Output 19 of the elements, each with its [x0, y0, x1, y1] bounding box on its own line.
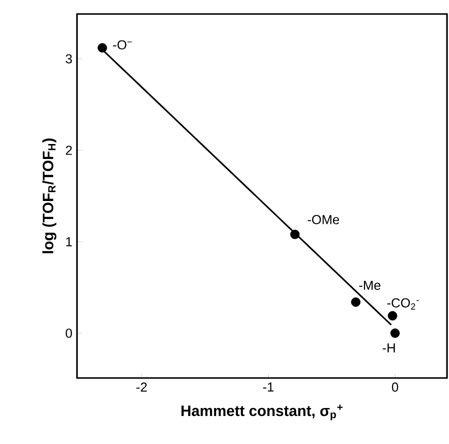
y-tick-label: 2 — [66, 146, 72, 155]
annotation: -H — [382, 343, 395, 352]
text: Hammett constant, σ$_{p}$+ — [182, 404, 343, 420]
point — [351, 297, 360, 307]
point — [98, 43, 108, 53]
annotation: -CO$_{2}$- — [387, 298, 419, 310]
point — [290, 230, 300, 240]
y-tick-label: 0 — [66, 328, 72, 338]
annotation: -OMe — [308, 215, 340, 224]
text: log (TOF$_{R}$/TOF$_{H}$) — [42, 138, 56, 254]
y-tick-label: 1 — [66, 237, 72, 246]
x-tick-label: 0 — [392, 382, 398, 392]
annotation: -O$^{−}$ — [113, 40, 132, 50]
x-tick-label: -2 — [136, 382, 147, 392]
y-tick-label: 3 — [66, 54, 72, 64]
x-tick-label: -1 — [263, 382, 274, 392]
annotation: -Me — [359, 280, 380, 290]
point — [390, 328, 400, 338]
point — [388, 311, 398, 321]
